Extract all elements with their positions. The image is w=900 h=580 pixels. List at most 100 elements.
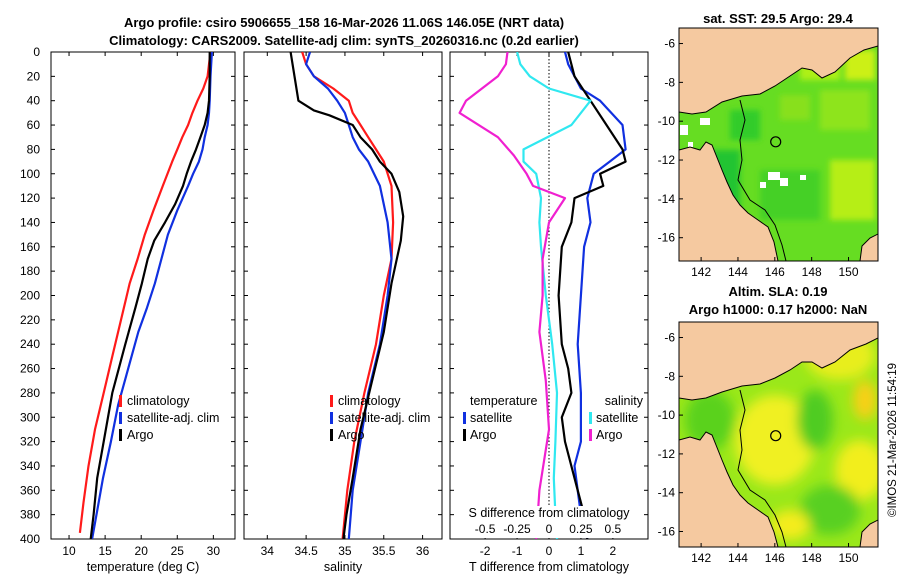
- legend-title-salinity: salinity: [605, 394, 644, 408]
- legend-label-s-argo: Argo: [596, 428, 622, 442]
- depth-tick-label: 320: [20, 435, 40, 449]
- sla-texture: [685, 330, 878, 540]
- figure-title-line2: Climatology: CARS2009. Satellite-adj cli…: [109, 33, 579, 48]
- argo-location-marker: [770, 430, 782, 442]
- s-tick-label: 0.25: [569, 522, 593, 536]
- figure-title-line1: Argo profile: csiro 5906655_158 16-Mar-2…: [124, 15, 564, 30]
- lat-tick-label: -16: [658, 524, 676, 538]
- legend-swatch-s-argo: [589, 429, 592, 441]
- series-line-s-satellite: [516, 52, 592, 539]
- temperature-panel: 0 20 40 60 80 100 120 140 160 180 200 220 240 260 280 3…: [20, 45, 236, 574]
- x-tick-label: 1: [578, 544, 585, 558]
- legend-swatch-climatology: [330, 395, 333, 407]
- series-line-satellite-adj-clim: [91, 52, 213, 539]
- legend-swatch-satellite: [330, 412, 333, 424]
- depth-tick-label: 280: [20, 386, 40, 400]
- temperature-legend: climatology satellite-adj. clim Argo: [119, 394, 219, 442]
- difference-panel: -2 -1 0 1 2 T difference from climatology S …: [449, 51, 649, 574]
- legend-label-t-satellite: satellite: [470, 411, 512, 425]
- lat-tick-label: -6: [664, 37, 675, 51]
- sla-map-title-2: Argo h1000: 0.17 h2000: NaN: [689, 302, 867, 317]
- lat-tick-label: -14: [658, 486, 676, 500]
- series-line-argo: [289, 52, 405, 539]
- s-tick-label: 0.5: [605, 522, 622, 536]
- x-tick-label: -1: [512, 544, 523, 558]
- sst-map-frame: [678, 27, 879, 262]
- x-tick-label: 20: [135, 544, 149, 558]
- s-tick-label: -0.5: [475, 522, 496, 536]
- sla-map-image: [679, 322, 878, 547]
- s-tick-label: 0: [546, 522, 553, 536]
- legend-label-climatology: climatology: [338, 394, 401, 408]
- lat-tick-label: -14: [658, 192, 676, 206]
- depth-tick-label: 80: [27, 142, 41, 156]
- s-tick-label: -0.25: [503, 522, 531, 536]
- lon-tick-label: 142: [691, 265, 711, 279]
- depth-tick-label: 140: [20, 215, 40, 229]
- depth-tick-label: 400: [20, 532, 40, 546]
- depth-tick-label: 360: [20, 483, 40, 497]
- x-tick-label: 10: [62, 544, 76, 558]
- difference-legend: temperature satellite Argo salinity sate…: [463, 394, 644, 442]
- legend-label-argo: Argo: [338, 428, 364, 442]
- t-difference-xlabel: T difference from climatology: [469, 560, 630, 574]
- sst-land-png: [679, 28, 878, 115]
- legend-swatch-argo: [330, 429, 333, 441]
- sst-map-image: [679, 28, 878, 261]
- depth-tick-label: 60: [27, 118, 41, 132]
- s-axis-background: [455, 506, 643, 538]
- lat-tick-label: -10: [658, 114, 676, 128]
- salinity-xlabel: salinity: [324, 560, 363, 574]
- x-tick-label: 25: [171, 544, 185, 558]
- x-tick-label: 35: [338, 544, 352, 558]
- depth-tick-label: 160: [20, 240, 40, 254]
- lat-tick-label: -12: [658, 447, 676, 461]
- x-tick-label: 35.5: [372, 544, 396, 558]
- x-tick-label: 0: [546, 544, 553, 558]
- salinity-legend: climatology satellite-adj. clim Argo: [330, 394, 430, 442]
- salinity-axis-ticks: 34 34.5 35 35.5 36: [244, 51, 442, 558]
- lon-tick-label: 150: [839, 551, 859, 565]
- depth-tick-label: 240: [20, 337, 40, 351]
- depth-tick-label: 40: [27, 94, 41, 108]
- x-tick-label: 2: [610, 544, 617, 558]
- temperature-axes-frame: [50, 51, 236, 540]
- lat-tick-label: -6: [664, 331, 675, 345]
- lat-tick-label: -16: [658, 231, 676, 245]
- sla-land-cape-york: [679, 431, 779, 547]
- legend-label-climatology: climatology: [127, 394, 190, 408]
- depth-tick-label: 180: [20, 264, 40, 278]
- depth-tick-label: 340: [20, 459, 40, 473]
- depth-tick-label: 380: [20, 508, 40, 522]
- series-line-climatology: [78, 52, 212, 534]
- x-tick-label: 34.5: [294, 544, 318, 558]
- depth-tick-label: 100: [20, 167, 40, 181]
- legend-label-satellite: satellite-adj. clim: [127, 411, 219, 425]
- argo-location-marker: [770, 136, 782, 148]
- lat-tick-label: -12: [658, 153, 676, 167]
- depth-tick-label: 300: [20, 410, 40, 424]
- legend-label-t-argo: Argo: [470, 428, 496, 442]
- legend-swatch-argo: [119, 429, 122, 441]
- lon-tick-label: 148: [802, 551, 822, 565]
- depth-tick-label: 120: [20, 191, 40, 205]
- depth-tick-label: 0: [33, 45, 40, 59]
- imos-credit: ©IMOS 21-Mar-2026 11:54:19: [887, 363, 899, 517]
- series-line-s-argo: [458, 52, 567, 539]
- sst-texture: [700, 40, 875, 220]
- lat-tick-label: -10: [658, 408, 676, 422]
- difference-lines: [458, 52, 627, 539]
- sst-land-cape-york: [679, 141, 779, 261]
- legend-swatch-t-argo: [463, 429, 466, 441]
- x-tick-label: -2: [480, 544, 491, 558]
- lon-tick-label: 146: [765, 265, 785, 279]
- salinity-lines: [289, 52, 405, 539]
- s-difference-axis-ticks: -0.5 -0.25 0 0.25 0.5: [475, 522, 622, 536]
- lat-tick-label: -8: [664, 369, 675, 383]
- series-line-argo: [89, 52, 211, 539]
- x-tick-label: 30: [207, 544, 221, 558]
- sst-land-bottom-right: [859, 233, 878, 261]
- depth-axis-ticks: 0 20 40 60 80 100 120 140 160 180 200 220 240 260 280 3…: [20, 45, 40, 546]
- salinity-axes-frame: [243, 51, 443, 540]
